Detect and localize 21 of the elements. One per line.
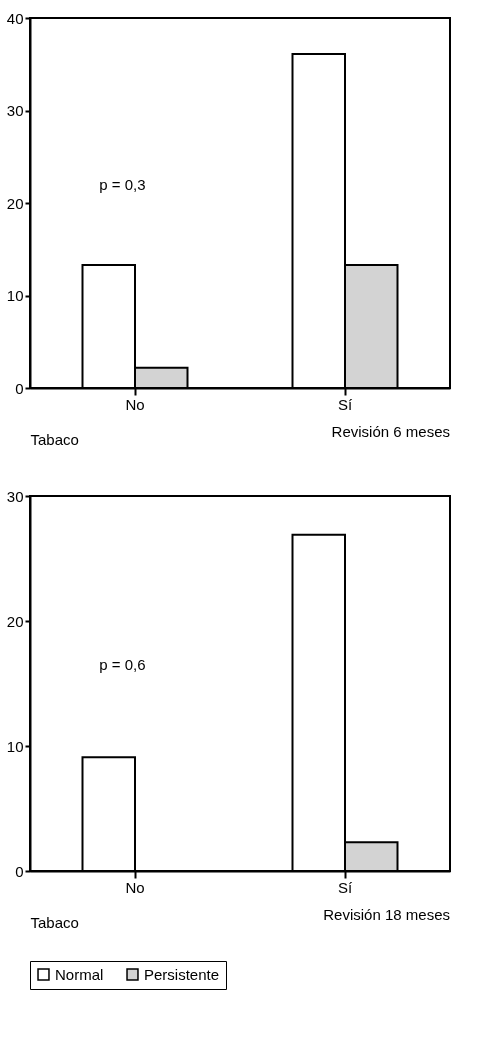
y-tick-label: 0 [15,862,24,880]
x-tick-label: Sí [337,395,353,413]
annotation: p = 0,3 [99,175,146,193]
legend-label: Persistente [144,965,220,983]
x-axis-title: Tabaco [30,430,79,448]
x-tick-label: No [125,395,145,413]
y-tick-label: 30 [6,487,24,505]
y-tick-label: 40 [6,9,24,27]
text: Revisión 6 meses [331,423,450,440]
y-tick-label: 30 [6,102,24,119]
y-tick-label: 0 [15,379,24,397]
legend-label: Normal [55,965,104,983]
x-tick-label: Sí [337,878,353,896]
text: Revisión 18 meses [323,906,450,923]
annotation: p = 0,6 [99,655,146,673]
x-tick-label: No [125,878,145,896]
x-axis-title: Tabaco [30,913,79,931]
y-tick-label: 20 [6,612,24,630]
y-tick-label: 10 [6,737,24,755]
y-tick-label: 20 [6,194,24,212]
y-tick-label: 10 [6,287,24,304]
